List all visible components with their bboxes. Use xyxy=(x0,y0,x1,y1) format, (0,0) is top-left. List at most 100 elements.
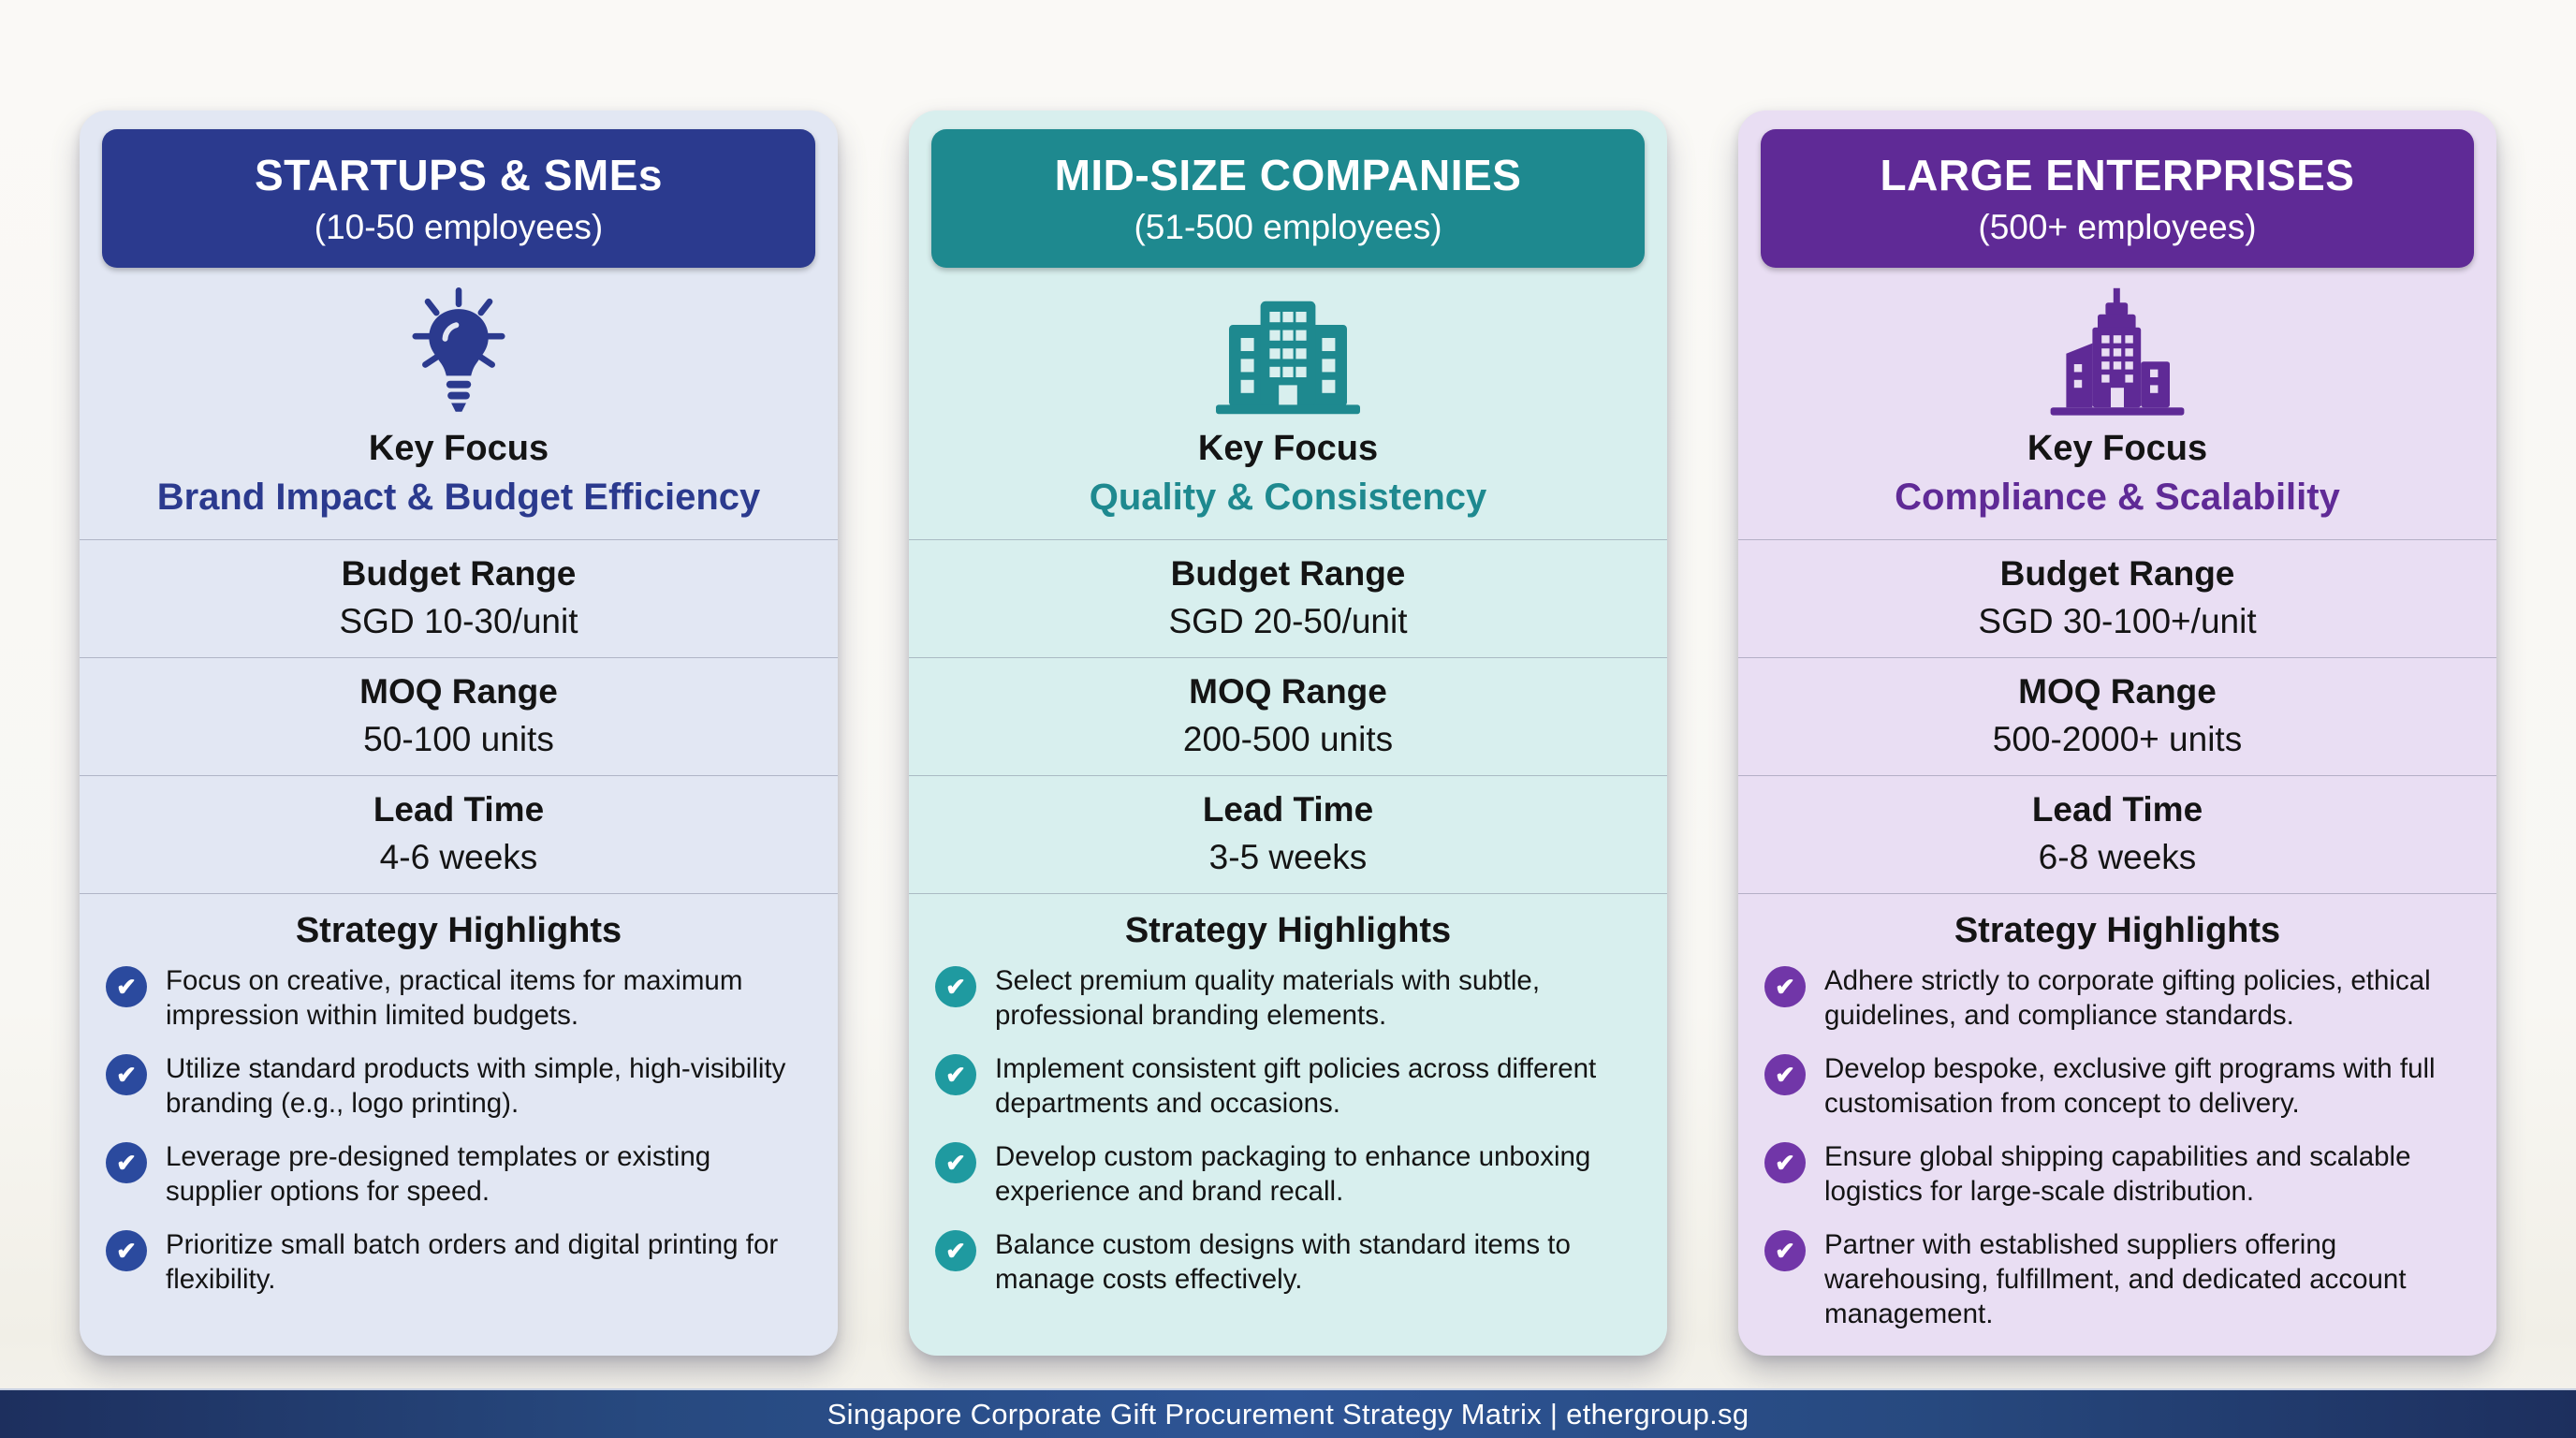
strategy-highlights-label: Strategy Highlights xyxy=(295,911,622,950)
info-label: Lead Time xyxy=(1202,790,1374,829)
info-value: 6-8 weeks xyxy=(2038,838,2197,876)
key-focus-value: Compliance & Scalability xyxy=(1895,477,2340,518)
highlight-item: ✔ Utilize standard products with simple,… xyxy=(106,1052,812,1121)
check-icon: ✔ xyxy=(1764,1054,1806,1096)
highlight-list: ✔ Adhere strictly to corporate gifting p… xyxy=(1761,964,2474,1331)
highlight-text: Prioritize small batch orders and digita… xyxy=(166,1229,779,1296)
info-label: Budget Range xyxy=(1170,554,1406,593)
divider xyxy=(1738,775,2496,776)
highlight-text: Select premium quality materials with su… xyxy=(995,965,1541,1031)
divider xyxy=(80,539,838,540)
check-icon: ✔ xyxy=(935,966,976,1007)
info-label: Lead Time xyxy=(373,790,545,829)
footer-text: Singapore Corporate Gift Procurement Str… xyxy=(827,1397,1749,1431)
moq-range-row: MOQ Range 500-2000+ units xyxy=(1761,658,2474,775)
highlight-text: Ensure global shipping capabilities and … xyxy=(1824,1141,2411,1207)
info-value: 4-6 weeks xyxy=(379,838,538,876)
check-icon: ✔ xyxy=(935,1142,976,1184)
check-icon: ✔ xyxy=(106,966,147,1007)
office-building-icon xyxy=(931,283,1645,419)
highlight-item: ✔ Leverage pre-designed templates or exi… xyxy=(106,1140,812,1209)
info-value: 3-5 weeks xyxy=(1208,838,1368,876)
highlight-text: Implement consistent gift policies acros… xyxy=(995,1053,1597,1119)
highlight-list: ✔ Focus on creative, practical items for… xyxy=(102,964,815,1298)
key-focus-label: Key Focus xyxy=(368,429,549,468)
highlight-item: ✔ Ensure global shipping capabilities an… xyxy=(1764,1140,2470,1209)
divider xyxy=(909,539,1667,540)
highlight-item: ✔ Prioritize small batch orders and digi… xyxy=(106,1228,812,1297)
card-subtitle: (500+ employees) xyxy=(1978,208,2257,246)
check-icon: ✔ xyxy=(1764,1142,1806,1184)
highlight-text: Develop custom packaging to enhance unbo… xyxy=(995,1141,1591,1207)
key-focus-value: Quality & Consistency xyxy=(1089,477,1487,518)
divider xyxy=(909,775,1667,776)
card-header-startups: STARTUPS & SMEs (10-50 employees) xyxy=(102,129,815,268)
card-mid-size-companies: MID-SIZE COMPANIES (51-500 employees) xyxy=(909,110,1667,1356)
highlight-item: ✔ Select premium quality materials with … xyxy=(935,964,1641,1033)
info-label: Lead Time xyxy=(2031,790,2203,829)
lightbulb-icon xyxy=(102,283,815,419)
info-value: 200-500 units xyxy=(1182,720,1394,758)
card-header-midsize: MID-SIZE COMPANIES (51-500 employees) xyxy=(931,129,1645,268)
highlight-list: ✔ Select premium quality materials with … xyxy=(931,964,1645,1298)
moq-range-row: MOQ Range 50-100 units xyxy=(102,658,815,775)
card-subtitle: (10-50 employees) xyxy=(314,208,604,246)
budget-range-row: Budget Range SGD 20-50/unit xyxy=(931,540,1645,657)
highlight-item: ✔ Implement consistent gift policies acr… xyxy=(935,1052,1641,1121)
check-icon: ✔ xyxy=(1764,1230,1806,1272)
highlight-text: Utilize standard products with simple, h… xyxy=(166,1053,786,1119)
key-focus-label: Key Focus xyxy=(1197,429,1379,468)
lead-time-row: Lead Time 3-5 weeks xyxy=(931,776,1645,893)
lead-time-row: Lead Time 4-6 weeks xyxy=(102,776,815,893)
info-value: SGD 20-50/unit xyxy=(1168,602,1408,640)
card-startups-smes: STARTUPS & SMEs (10-50 employees) xyxy=(80,110,838,1356)
highlight-text: Develop bespoke, exclusive gift programs… xyxy=(1824,1053,2436,1119)
highlight-item: ✔ Develop custom packaging to enhance un… xyxy=(935,1140,1641,1209)
card-header-large: LARGE ENTERPRISES (500+ employees) xyxy=(1761,129,2474,268)
info-value: SGD 30-100+/unit xyxy=(1978,602,2257,640)
divider xyxy=(80,775,838,776)
divider xyxy=(1738,657,2496,658)
divider xyxy=(80,657,838,658)
divider xyxy=(909,657,1667,658)
divider xyxy=(1738,539,2496,540)
budget-range-row: Budget Range SGD 10-30/unit xyxy=(102,540,815,657)
strategy-highlights-label: Strategy Highlights xyxy=(1124,911,1452,950)
card-title: LARGE ENTERPRISES xyxy=(1880,151,2355,199)
moq-range-row: MOQ Range 200-500 units xyxy=(931,658,1645,775)
comparison-cards: STARTUPS & SMEs (10-50 employees) xyxy=(80,110,2496,1356)
highlight-item: ✔ Adhere strictly to corporate gifting p… xyxy=(1764,964,2470,1033)
highlight-item: ✔ Partner with established suppliers off… xyxy=(1764,1228,2470,1331)
info-value: 50-100 units xyxy=(363,720,554,758)
info-label: Budget Range xyxy=(1999,554,2235,593)
key-focus-label: Key Focus xyxy=(2027,429,2208,468)
highlight-item: ✔ Focus on creative, practical items for… xyxy=(106,964,812,1033)
info-label: MOQ Range xyxy=(359,672,558,711)
card-title: STARTUPS & SMEs xyxy=(254,151,664,199)
card-title: MID-SIZE COMPANIES xyxy=(1054,151,1522,199)
lead-time-row: Lead Time 6-8 weeks xyxy=(1761,776,2474,893)
highlight-text: Balance custom designs with standard ite… xyxy=(995,1229,1571,1296)
divider xyxy=(909,893,1667,894)
info-value: 500-2000+ units xyxy=(1992,720,2243,758)
divider xyxy=(1738,893,2496,894)
footer-bar: Singapore Corporate Gift Procurement Str… xyxy=(0,1388,2576,1438)
info-label: MOQ Range xyxy=(2018,672,2217,711)
highlight-item: ✔ Develop bespoke, exclusive gift progra… xyxy=(1764,1052,2470,1121)
check-icon: ✔ xyxy=(106,1142,147,1184)
highlight-text: Leverage pre-designed templates or exist… xyxy=(166,1141,711,1207)
check-icon: ✔ xyxy=(106,1230,147,1272)
key-focus-value: Brand Impact & Budget Efficiency xyxy=(156,477,761,518)
strategy-highlights-label: Strategy Highlights xyxy=(1954,911,2281,950)
highlight-item: ✔ Balance custom designs with standard i… xyxy=(935,1228,1641,1297)
check-icon: ✔ xyxy=(935,1054,976,1096)
check-icon: ✔ xyxy=(1764,966,1806,1007)
card-large-enterprises: LARGE ENTERPRISES (500+ employees) xyxy=(1738,110,2496,1356)
skyscraper-icon xyxy=(1761,283,2474,419)
info-value: SGD 10-30/unit xyxy=(339,602,578,640)
check-icon: ✔ xyxy=(106,1054,147,1096)
divider xyxy=(80,893,838,894)
check-icon: ✔ xyxy=(935,1230,976,1272)
budget-range-row: Budget Range SGD 30-100+/unit xyxy=(1761,540,2474,657)
card-subtitle: (51-500 employees) xyxy=(1134,208,1442,246)
